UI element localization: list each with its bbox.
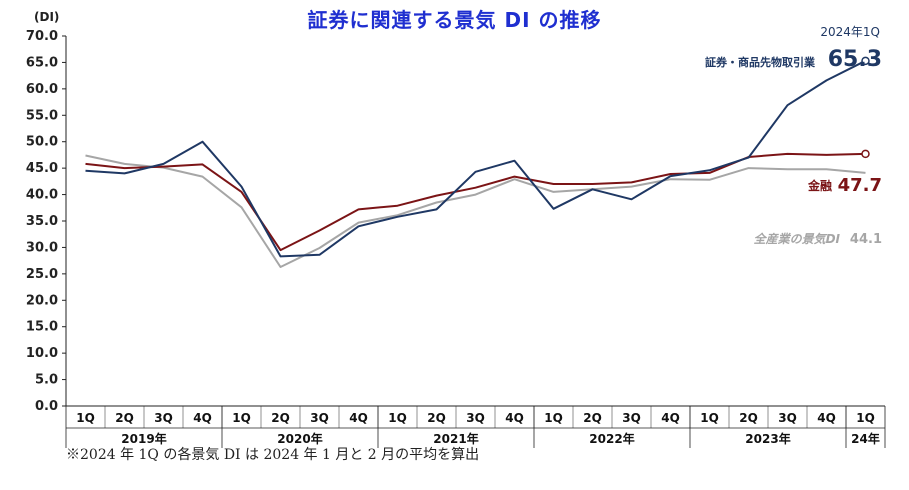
x-tick-label: 2Q [739,411,758,425]
x-tick-label: 4Q [193,411,212,425]
x-tick-label: 2Q [427,411,446,425]
annotation-finance-value: 47.7 [838,175,882,196]
footnote: ※2024 年 1Q の各景気 DI は 2024 年 1 月と 2 月の平均を… [66,447,480,463]
y-tick-label: 35.0 [26,214,58,229]
year-group-label: 2021年 [433,431,478,446]
annotation-securities-label: 証券・商品先物取引業 [705,55,816,69]
x-tick-label: 4Q [505,411,524,425]
series-line-0 [85,59,866,258]
x-tick-label: 3Q [778,411,797,425]
y-tick-label: 40.0 [26,188,58,203]
y-tick-label: 20.0 [26,293,58,308]
x-tick-label: 1Q [76,411,95,425]
annotation-securities-value: 65.3 [828,47,882,72]
series-line-2 [85,154,866,268]
y-tick-label: 50.0 [26,135,58,150]
y-tick-label: 55.0 [26,108,58,123]
annotation-allind-value: 44.1 [850,232,882,247]
series-end-marker-1 [861,149,870,159]
y-tick-label: 25.0 [26,267,58,282]
series-end-marker-0 [861,56,870,66]
x-tick-label: 1Q [544,411,563,425]
y-tick-label: 15.0 [26,320,58,335]
x-tick-label: 4Q [817,411,836,425]
y-tick-label: 45.0 [26,161,58,176]
annotation-allind-label: 全産業の景気DI [754,232,841,246]
x-tick-label: 4Q [349,411,368,425]
y-axis-label: (DI) [34,10,59,24]
x-tick-label: 2Q [271,411,290,425]
x-tick-label: 1Q [856,411,875,425]
y-tick-label: 10.0 [26,346,58,361]
year-group-label: 2023年 [745,431,790,446]
x-tick-label: 3Q [154,411,173,425]
year-group-label: 2019年 [121,431,166,446]
x-tick-label: 2Q [583,411,602,425]
chart-title: 証券に関連する景気 DI の推移 [307,8,602,32]
y-tick-label: 65.0 [26,55,58,70]
x-tick-label: 3Q [466,411,485,425]
x-tick-label: 3Q [310,411,329,425]
y-tick-label: 0.0 [35,399,58,414]
x-tick-label: 4Q [661,411,680,425]
x-tick-label: 1Q [700,411,719,425]
y-tick-label: 5.0 [35,373,58,388]
year-group-label: 2020年 [277,431,322,446]
y-tick-label: 70.0 [26,29,58,44]
annotation-securities-period: 2024年1Q [820,25,880,39]
year-group-label: 2022年 [589,431,634,446]
annotation-finance-label: 金融 [807,178,832,193]
y-tick-label: 60.0 [26,82,58,97]
y-tick-label: 30.0 [26,240,58,255]
x-tick-label: 1Q [388,411,407,425]
x-tick-label: 1Q [232,411,251,425]
year-group-label: 24年 [851,431,880,446]
x-tick-label: 3Q [622,411,641,425]
x-tick-label: 2Q [115,411,134,425]
